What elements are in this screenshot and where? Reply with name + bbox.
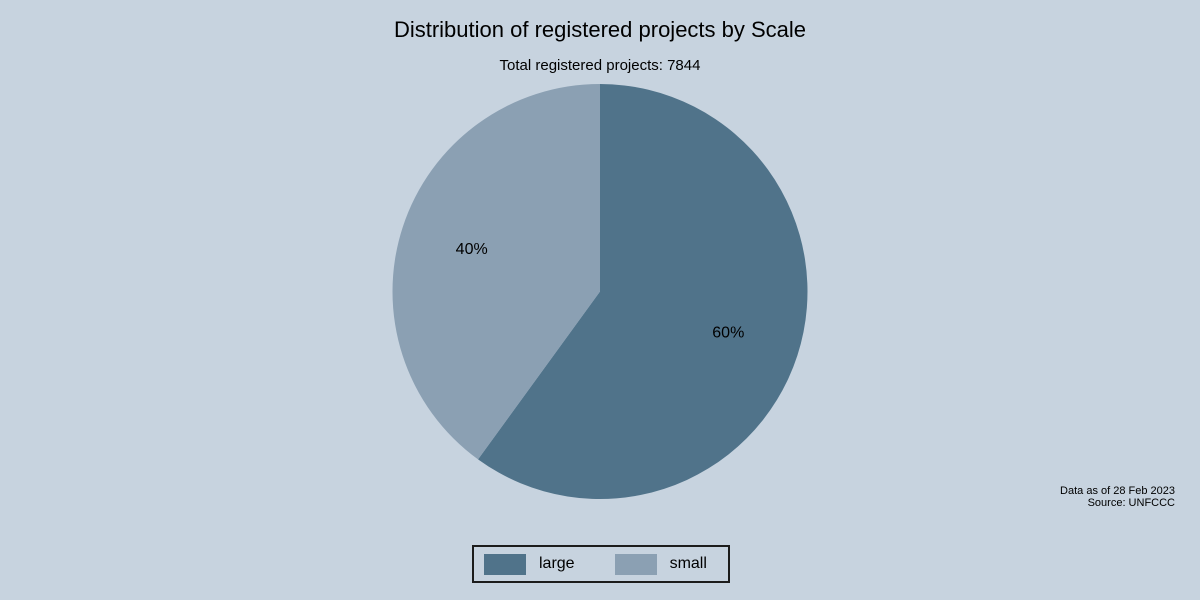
chart-title: Distribution of registered projects by S… bbox=[393, 17, 807, 42]
note-data-as-of: Data as of 28 Feb 2023 bbox=[1060, 485, 1175, 497]
source-note: Data as of 28 Feb 2023 Source: UNFCCC bbox=[1060, 485, 1175, 509]
pie-percent-label-large: 60% bbox=[712, 324, 744, 341]
note-source: Source: UNFCCC bbox=[1087, 497, 1175, 510]
legend: large small bbox=[472, 545, 730, 583]
pie-slice-small bbox=[392, 84, 600, 460]
legend-item-small: small bbox=[614, 553, 707, 575]
legend-item-large: large bbox=[484, 553, 575, 575]
legend-swatch-small bbox=[614, 553, 657, 575]
legend-label-small: small bbox=[669, 555, 707, 572]
legend-label-large: large bbox=[539, 555, 575, 572]
pie-percent-label-small: 40% bbox=[456, 241, 488, 258]
pie-slice-large bbox=[478, 84, 808, 499]
legend-swatch-large bbox=[484, 553, 526, 575]
chart-subtitle: Total registered projects: 7844 bbox=[499, 57, 701, 74]
